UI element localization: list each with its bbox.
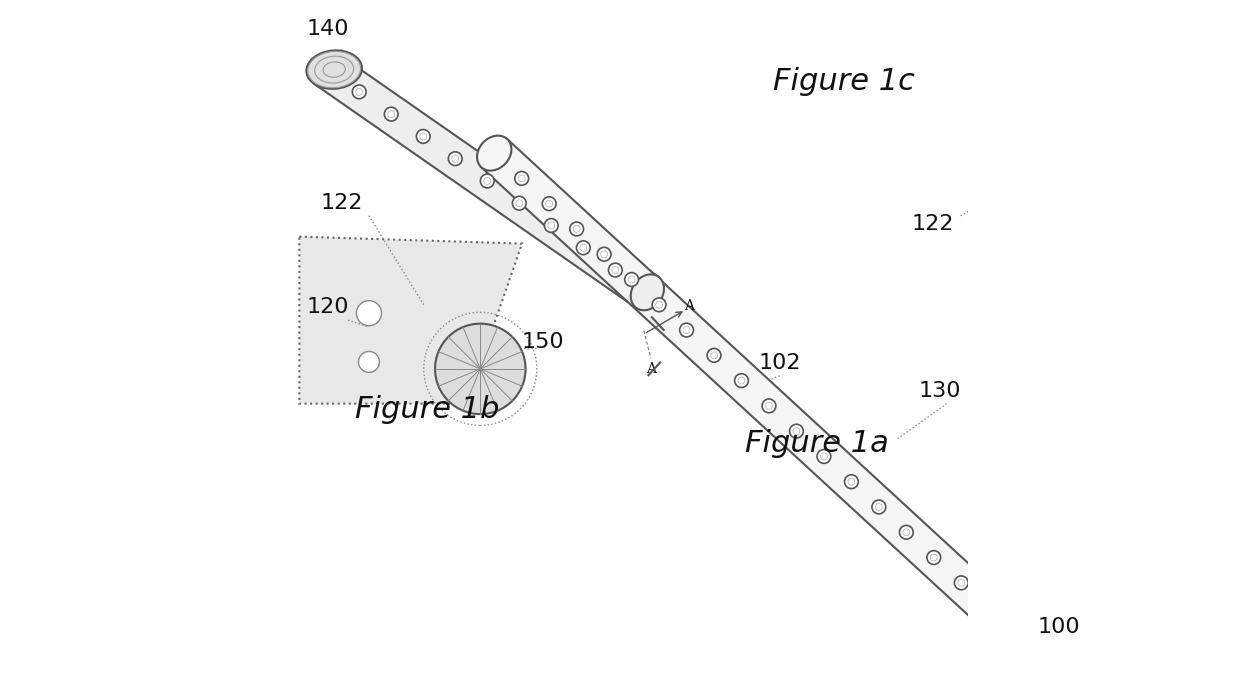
- Circle shape: [545, 200, 553, 207]
- Circle shape: [352, 85, 366, 99]
- Polygon shape: [316, 54, 658, 308]
- Circle shape: [903, 529, 909, 536]
- Circle shape: [570, 222, 584, 236]
- Circle shape: [612, 267, 618, 274]
- Circle shape: [683, 326, 690, 333]
- Circle shape: [608, 263, 622, 277]
- Polygon shape: [481, 139, 1030, 647]
- Circle shape: [580, 244, 587, 251]
- Circle shape: [845, 475, 859, 489]
- Circle shape: [513, 196, 527, 210]
- Text: Figure 1c: Figure 1c: [773, 68, 914, 97]
- Circle shape: [357, 301, 382, 326]
- Ellipse shape: [306, 50, 362, 89]
- Circle shape: [388, 111, 395, 118]
- Circle shape: [985, 605, 992, 612]
- Circle shape: [384, 107, 398, 121]
- Circle shape: [624, 273, 638, 286]
- Circle shape: [872, 500, 886, 514]
- Text: 140: 140: [306, 19, 349, 39]
- Circle shape: [847, 478, 855, 485]
- Circle shape: [514, 171, 529, 185]
- Text: 150: 150: [522, 332, 565, 352]
- Circle shape: [449, 152, 462, 166]
- Polygon shape: [300, 237, 522, 404]
- Circle shape: [518, 175, 525, 182]
- Circle shape: [574, 226, 580, 232]
- Circle shape: [481, 174, 494, 188]
- Circle shape: [985, 59, 1118, 191]
- Text: 100: 100: [1037, 617, 1079, 638]
- Circle shape: [515, 200, 523, 207]
- Circle shape: [738, 377, 745, 384]
- Circle shape: [820, 453, 828, 460]
- Circle shape: [817, 450, 831, 464]
- Circle shape: [420, 133, 426, 140]
- Text: 102: 102: [758, 353, 802, 373]
- Circle shape: [544, 219, 559, 232]
- Circle shape: [548, 222, 555, 229]
- Circle shape: [452, 155, 458, 162]
- Text: 120: 120: [306, 297, 349, 317]
- Circle shape: [958, 579, 965, 586]
- Circle shape: [435, 324, 525, 414]
- Circle shape: [483, 177, 491, 184]
- Circle shape: [762, 399, 776, 413]
- Circle shape: [652, 298, 665, 312]
- Circle shape: [789, 425, 803, 438]
- Circle shape: [628, 276, 636, 283]
- Text: 122: 122: [320, 193, 363, 213]
- Circle shape: [927, 551, 940, 564]
- Ellipse shape: [999, 616, 1033, 651]
- Text: 130: 130: [919, 381, 961, 401]
- Circle shape: [416, 129, 430, 143]
- Circle shape: [710, 352, 717, 358]
- Circle shape: [358, 351, 379, 372]
- Circle shape: [543, 197, 556, 211]
- Circle shape: [876, 503, 882, 510]
- Circle shape: [954, 576, 968, 590]
- Text: A: A: [684, 299, 694, 313]
- Circle shape: [655, 301, 663, 308]
- Text: Figure 1a: Figure 1a: [745, 429, 888, 459]
- Ellipse shape: [311, 52, 344, 88]
- Circle shape: [576, 241, 590, 255]
- Circle shape: [900, 525, 913, 539]
- Circle shape: [930, 554, 937, 561]
- Circle shape: [707, 349, 721, 362]
- Text: A: A: [646, 362, 655, 376]
- Circle shape: [1012, 87, 1089, 164]
- Circle shape: [601, 251, 607, 258]
- Ellipse shape: [631, 274, 664, 310]
- Circle shape: [356, 88, 363, 95]
- Text: Figure 1b: Figure 1b: [356, 395, 499, 424]
- Circle shape: [680, 323, 694, 337]
- Ellipse shape: [477, 136, 512, 171]
- Text: 122: 122: [912, 214, 954, 234]
- Circle shape: [766, 402, 772, 409]
- Circle shape: [981, 601, 996, 615]
- Circle shape: [793, 428, 800, 434]
- Circle shape: [735, 374, 748, 388]
- Circle shape: [597, 247, 611, 261]
